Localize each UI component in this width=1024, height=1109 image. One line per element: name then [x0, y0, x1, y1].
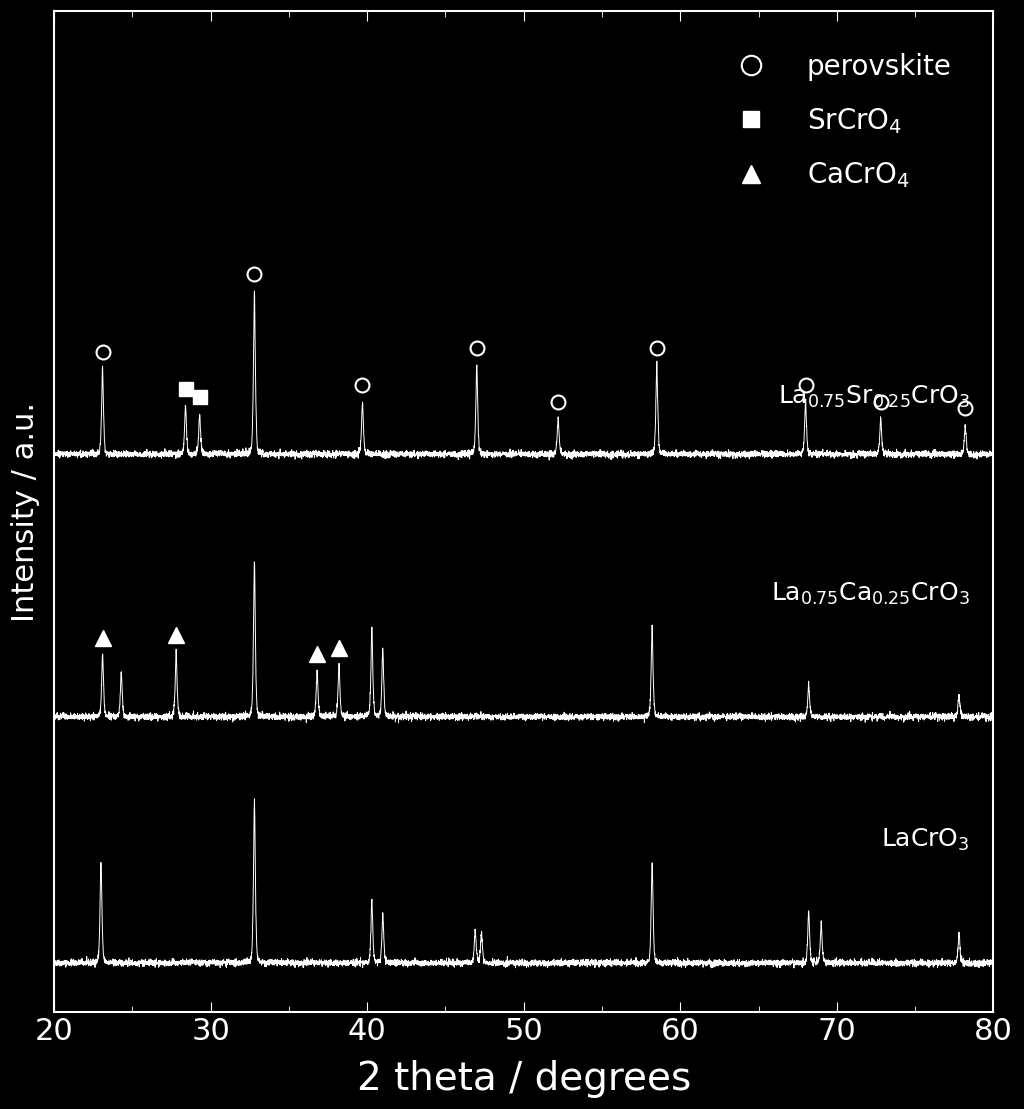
Text: LaCrO$_3$: LaCrO$_3$ — [882, 826, 970, 853]
Legend: perovskite, SrCrO$_4$, CaCrO$_4$: perovskite, SrCrO$_4$, CaCrO$_4$ — [695, 26, 980, 218]
Text: La$_{0.75}$Sr$_{0.25}$CrO$_3$: La$_{0.75}$Sr$_{0.25}$CrO$_3$ — [777, 384, 970, 410]
Text: La$_{0.75}$Ca$_{0.25}$CrO$_3$: La$_{0.75}$Ca$_{0.25}$CrO$_3$ — [771, 581, 970, 607]
Y-axis label: Intensity / a.u.: Intensity / a.u. — [11, 401, 40, 622]
X-axis label: 2 theta / degrees: 2 theta / degrees — [356, 1060, 691, 1098]
